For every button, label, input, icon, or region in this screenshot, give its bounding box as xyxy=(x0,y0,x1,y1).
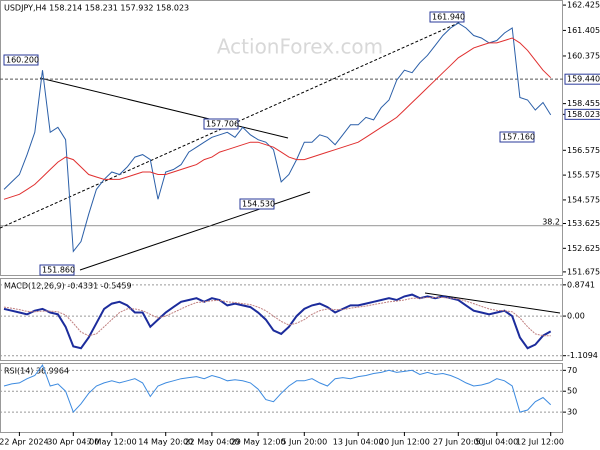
series-line xyxy=(3,37,552,200)
y-tick-label: 160.375 xyxy=(567,51,600,60)
y-tick-label: -1.1094 xyxy=(567,351,598,360)
x-tick-label: 7 May 12:00 xyxy=(87,438,137,447)
y-tick-label: 153.625 xyxy=(567,219,600,228)
y-tick-label: 50 xyxy=(567,387,577,396)
x-tick-label: 22 Apr 2024 xyxy=(0,438,49,447)
y-tick-label: 155.575 xyxy=(567,171,600,180)
annotation-box xyxy=(499,131,535,143)
x-tick-label: 30 Apr 04:00 xyxy=(47,438,99,447)
price-panel xyxy=(0,0,563,276)
annotation: 161.940 xyxy=(432,13,465,22)
y-tick-label: 151.675 xyxy=(567,267,600,276)
level-box xyxy=(564,73,600,85)
annotation-box xyxy=(203,118,239,130)
y-tick-label: 158.455 xyxy=(567,99,600,108)
y-tick-label: 152.625 xyxy=(567,244,600,253)
trend-line xyxy=(39,77,289,139)
x-tick-label: 29 May 12:00 xyxy=(231,438,286,447)
macd-title: MACD(12,26,9) -0.4331 -0.5459 xyxy=(4,282,132,291)
series-line xyxy=(3,22,552,253)
y-tick-label: 0.00 xyxy=(567,312,585,321)
price-box xyxy=(564,108,600,120)
x-tick-label: 14 May 20:00 xyxy=(138,438,193,447)
series-line xyxy=(3,297,551,337)
x-tick-label: 20 Jun 12:00 xyxy=(379,438,430,447)
level-label: 38.2 xyxy=(542,217,560,226)
annotation: 157.160 xyxy=(502,133,535,142)
annotation-box xyxy=(429,11,465,23)
annotation-box xyxy=(3,54,39,66)
x-tick-label: 13 Jun 04:00 xyxy=(333,438,384,447)
y-tick-label: 154.575 xyxy=(567,195,600,204)
y-tick-label: 70 xyxy=(567,366,577,375)
annotation-box xyxy=(239,198,275,210)
trend-line xyxy=(79,191,311,271)
y-tick-label: 30 xyxy=(567,408,577,417)
y-tick-label: 156.575 xyxy=(567,146,600,155)
y-tick-label: 0.8741 xyxy=(567,280,595,289)
annotation: 151.860 xyxy=(42,266,75,275)
y-tick-label: 162.425 xyxy=(567,1,600,10)
y-tick-label: 161.405 xyxy=(567,26,600,35)
annotation: 160.200 xyxy=(6,56,39,65)
y-tick-label: 158.023 xyxy=(567,110,600,119)
x-tick-label: 27 Jun 20:00 xyxy=(433,438,484,447)
x-tick-label: 5 Jul 04:00 xyxy=(475,438,518,447)
rsi-panel xyxy=(0,363,563,433)
x-tick-label: 5 Jun 20:00 xyxy=(281,438,327,447)
watermark: ActionForex.com xyxy=(217,35,383,59)
annotation-box xyxy=(39,264,75,276)
annotation: 154.530 xyxy=(242,200,275,209)
x-tick-label: 22 May 04:00 xyxy=(184,438,239,447)
x-tick-label: 12 Jul 12:00 xyxy=(516,438,564,447)
rsi-title: RSI(14) 36.9964 xyxy=(4,367,69,376)
chart-title: USDJPY,H4 158.214 158.231 157.932 158.02… xyxy=(4,4,189,13)
annotation: 157.706 xyxy=(206,120,239,129)
series-line xyxy=(3,293,552,350)
level-label: 159.440 xyxy=(567,75,600,84)
series-line xyxy=(3,364,552,414)
macd-panel xyxy=(0,278,563,361)
macd-trend-line xyxy=(424,292,561,314)
